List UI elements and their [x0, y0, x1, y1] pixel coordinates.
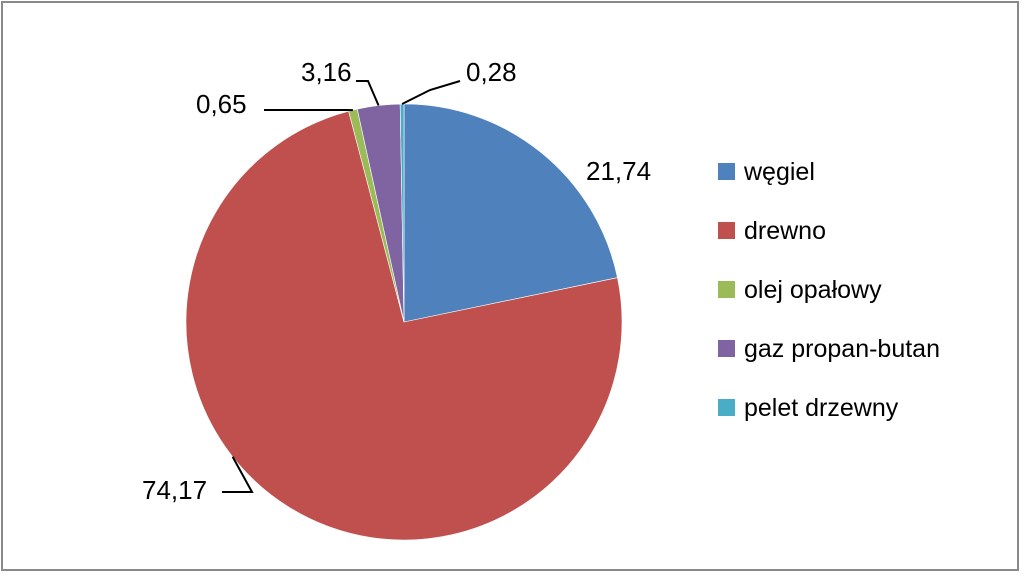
leader-line-pelet-drzewny [401, 80, 461, 105]
legend-label-drewno: drewno [744, 217, 826, 245]
legend-swatch-pelet-drzewny [718, 399, 735, 416]
leader-line-gaz-propan-butan [356, 80, 380, 106]
legend-item-pelet-drzewny: pelet drzewny [718, 394, 899, 422]
data-label-pelet-drzewny: 0,28 [466, 57, 517, 87]
leader-lines [222, 80, 461, 493]
data-label-gaz-propan-butan: 3,16 [301, 57, 352, 87]
data-label-wegiel: 21,74 [586, 156, 651, 186]
legend-swatch-olej-opalowy [718, 281, 735, 298]
legend-label-wegiel: węgiel [743, 158, 815, 186]
legend-item-wegiel: węgiel [718, 158, 815, 186]
legend-swatch-wegiel [718, 163, 735, 180]
legend-swatch-gaz-propan-butan [718, 340, 735, 357]
data-labels: 21,74 74,17 0,65 3,16 0,28 [142, 57, 651, 505]
legend-item-olej-opalowy: olej opałowy [718, 276, 882, 304]
legend-item-drewno: drewno [718, 217, 826, 245]
leader-line-drewno [222, 456, 254, 493]
legend-swatch-drewno [718, 222, 735, 239]
data-label-drewno: 74,17 [142, 475, 207, 505]
legend-item-gaz-propan-butan: gaz propan-butan [718, 335, 940, 363]
legend: węgiel drewno olej opałowy gaz propan-bu… [718, 158, 940, 422]
pie-slice-w-giel [403, 103, 618, 323]
legend-label-gaz-propan-butan: gaz propan-butan [744, 335, 940, 363]
pie-slice-drewno [185, 110, 623, 541]
legend-label-pelet-drzewny: pelet drzewny [744, 394, 899, 422]
pie-slices [185, 103, 623, 541]
legend-label-olej-opalowy: olej opałowy [744, 276, 882, 304]
data-label-olej-opalowy: 0,65 [196, 89, 247, 119]
